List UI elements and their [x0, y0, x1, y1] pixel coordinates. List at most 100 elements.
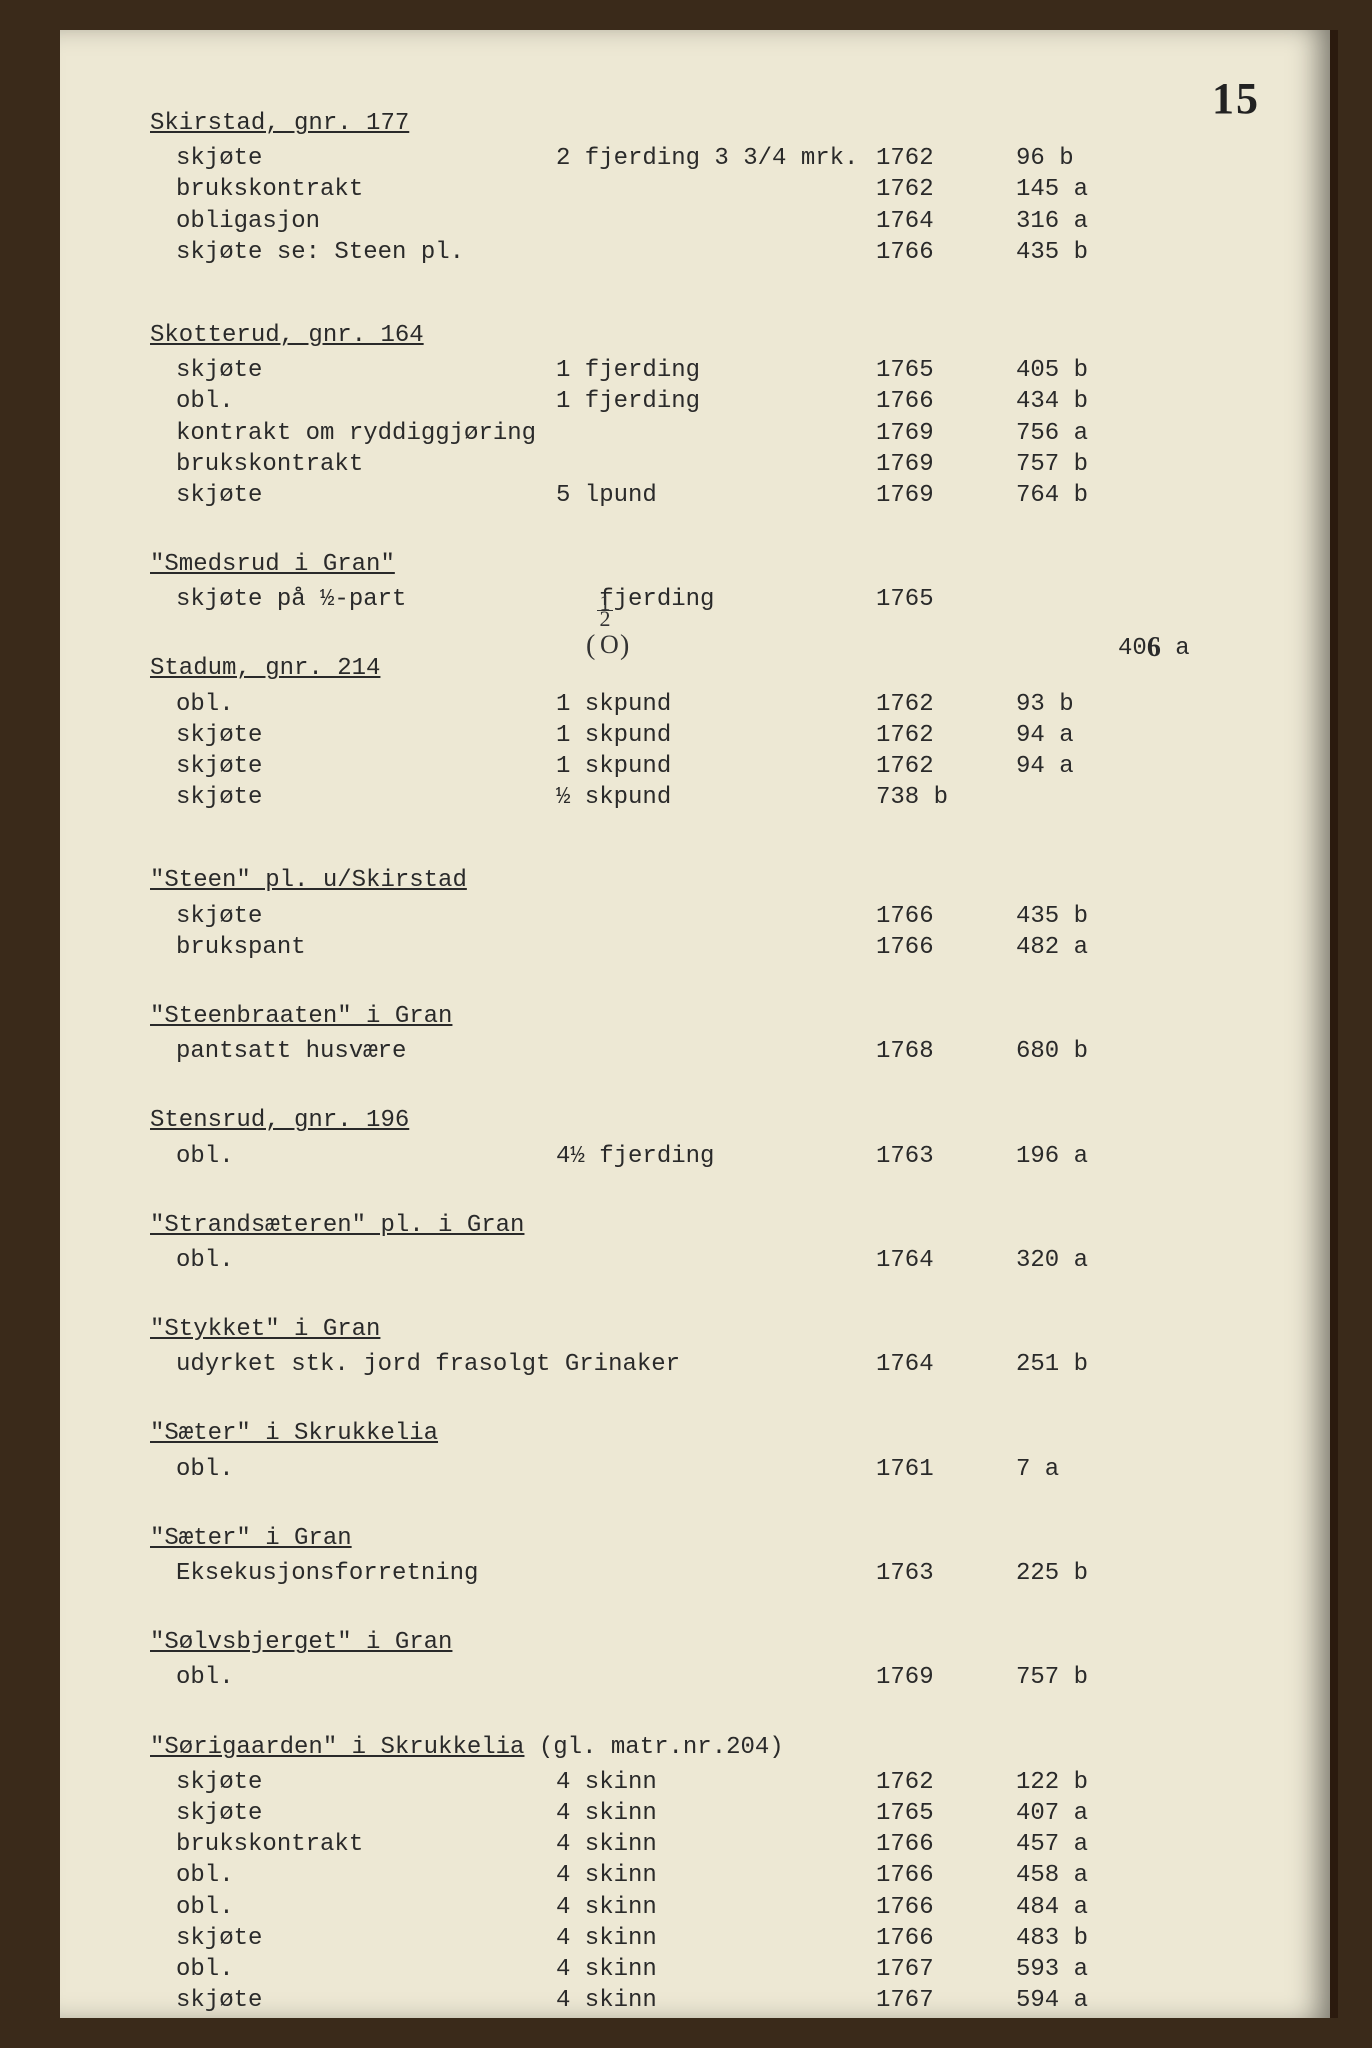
page-number: 15 [1212, 70, 1260, 127]
cell-year: 1764 [876, 206, 1016, 237]
cell-ref: 93 b [1016, 689, 1136, 720]
table-row: obl.1 skpund176293 b [176, 689, 1250, 720]
cell-description: skjøte [176, 782, 556, 813]
table-row: pantsatt husvære1768680 b [176, 1036, 1250, 1067]
section-heading: "Sæter" i Skrukkelia [150, 1418, 1250, 1449]
cell-ref: 757 b [1016, 449, 1136, 480]
cell-measure [556, 237, 876, 268]
cell-ref: 458 a [1016, 1860, 1136, 1891]
cell-measure [556, 1558, 876, 1589]
cell-year: 1766 [876, 1829, 1016, 1860]
cell-ref: 457 a [1016, 1829, 1136, 1860]
cell-measure: 4 skinn [556, 1829, 876, 1860]
table-row: obl. 1764320 a [176, 1245, 1250, 1276]
cell-measure: 4 skinn [556, 1954, 876, 1985]
cell-year: 1766 [876, 1923, 1016, 1954]
cell-ref: 320 a [1016, 1245, 1136, 1276]
cell-description: skjøte [176, 751, 556, 782]
cell-description: pantsatt husvære [176, 1036, 556, 1067]
cell-description: obl. [176, 689, 556, 720]
cell-description: obl. [176, 386, 556, 417]
handwritten-paren-open: ( [586, 628, 595, 664]
cell-ref: 435 b [1016, 237, 1136, 268]
cell-description: obligasjon [176, 206, 556, 237]
cell-year: 1765 [876, 584, 1016, 615]
cell-measure: 4 skinn [556, 1767, 876, 1798]
cell-ref: 94 a [1016, 751, 1136, 782]
cell-description: kontrakt om ryddiggjøring [176, 418, 556, 449]
cell-ref: 434 b [1016, 386, 1136, 417]
cell-ref: 756 a [1016, 418, 1136, 449]
table-row: brukskontrakt 1769757 b [176, 449, 1250, 480]
cell-description: skjøte [176, 1767, 556, 1798]
cell-year: 1768 [876, 1036, 1016, 1067]
cell-year: 1766 [876, 1892, 1016, 1923]
cell-description: obl. [176, 1245, 556, 1276]
section-heading: "Steen" pl. u/Skirstad [150, 865, 1250, 896]
table-row: obligasjon1764316 a [176, 206, 1250, 237]
table-row: obl.4 skinn1767593 a [176, 1954, 1250, 1985]
cell-measure: 1 skpund [556, 720, 876, 751]
cell-ref: 757 b [1016, 1662, 1136, 1693]
table-row: skjøte1 skpund176294 a [176, 751, 1250, 782]
cell-description: obl. [176, 1892, 556, 1923]
cell-year: 1762 [876, 720, 1016, 751]
cell-ref: 7 a [1016, 1454, 1136, 1485]
cell-measure [556, 1454, 876, 1485]
table-row: skjøte2 fjerding 3 3/4 mrk.176296 b [176, 143, 1250, 174]
table-row: obl.4 skinn1766484 a [176, 1892, 1250, 1923]
cell-ref [1016, 782, 1136, 813]
cell-year: 1762 [876, 1767, 1016, 1798]
table-row: obl. 1769757 b [176, 1662, 1250, 1693]
section-heading: "Sæter" i Gran [150, 1523, 1250, 1554]
table-row: skjøte1 skpund176294 a [176, 720, 1250, 751]
cell-description: obl. [176, 1662, 556, 1693]
cell-description: obl. [176, 1454, 556, 1485]
table-row: skjøte4 skinn1762122 b [176, 1767, 1250, 1798]
cell-year: 1764 [876, 1245, 1016, 1276]
cell-description: brukskontrakt [176, 1829, 556, 1860]
cell-measure: 4 skinn [556, 1860, 876, 1891]
section-heading: "Strandsæteren" pl. i Gran [150, 1210, 1250, 1241]
cell-description: brukskontrakt [176, 449, 556, 480]
table-row: obl.4½ fjerding1763196 a [176, 1141, 1250, 1172]
table-row: kontrakt om ryddiggjøring1769756 a [176, 418, 1250, 449]
table-row: skjøte4 skinn1765407 a [176, 1798, 1250, 1829]
cell-measure: 4½ fjerding [556, 1141, 876, 1172]
cell-year: 1769 [876, 449, 1016, 480]
cell-ref: 594 a [1016, 1985, 1136, 2016]
table-row: skjøte se: Steen pl.1766435 b [176, 237, 1250, 268]
table-row: Eksekusjonsforretning1763225 b [176, 1558, 1250, 1589]
section-heading: "Stykket" i Gran [150, 1314, 1250, 1345]
cell-year: 1762 [876, 751, 1016, 782]
cell-measure [556, 901, 876, 932]
cell-year: 1766 [876, 901, 1016, 932]
table-row: brukskontrakt4 skinn1766457 a [176, 1829, 1250, 1860]
cell-description: udyrket stk. jord frasolgt Grinaker [176, 1349, 876, 1380]
cell-year: 738 b [876, 782, 1016, 813]
cell-ref: 484 a [1016, 1892, 1136, 1923]
cell-year: 1769 [876, 1662, 1016, 1693]
cell-measure: 1 skpund [556, 751, 876, 782]
cell-measure [556, 1245, 876, 1276]
cell-measure [556, 932, 876, 963]
cell-ref: 405 b [1016, 355, 1136, 386]
cell-year: 1767 [876, 1954, 1016, 1985]
table-row: skjøte4 skinn1766483 b [176, 1923, 1250, 1954]
section-heading: "Sølvsbjerget" i Gran [150, 1627, 1250, 1658]
cell-year: 1762 [876, 174, 1016, 205]
cell-year: 1763 [876, 1141, 1016, 1172]
table-row: obl.4 skinn1766458 a [176, 1860, 1250, 1891]
section-heading: Skotterud, gnr. 164 [150, 320, 1250, 351]
table-row: skjøte5 lpund1769764 b [176, 480, 1250, 511]
table-row: skjøte4 skinn1767594 a [176, 1985, 1250, 2016]
cell-description: brukspant [176, 932, 556, 963]
cell-ref: 96 b [1016, 143, 1136, 174]
cell-year: 1766 [876, 1860, 1016, 1891]
cell-description: skjøte [176, 480, 556, 511]
cell-ref: 407 a [1016, 1798, 1136, 1829]
section-heading: "Steenbraaten" i Gran [150, 1001, 1250, 1032]
cell-ref: 94 a [1016, 720, 1136, 751]
cell-year: 1762 [876, 689, 1016, 720]
cell-description: skjøte [176, 720, 556, 751]
